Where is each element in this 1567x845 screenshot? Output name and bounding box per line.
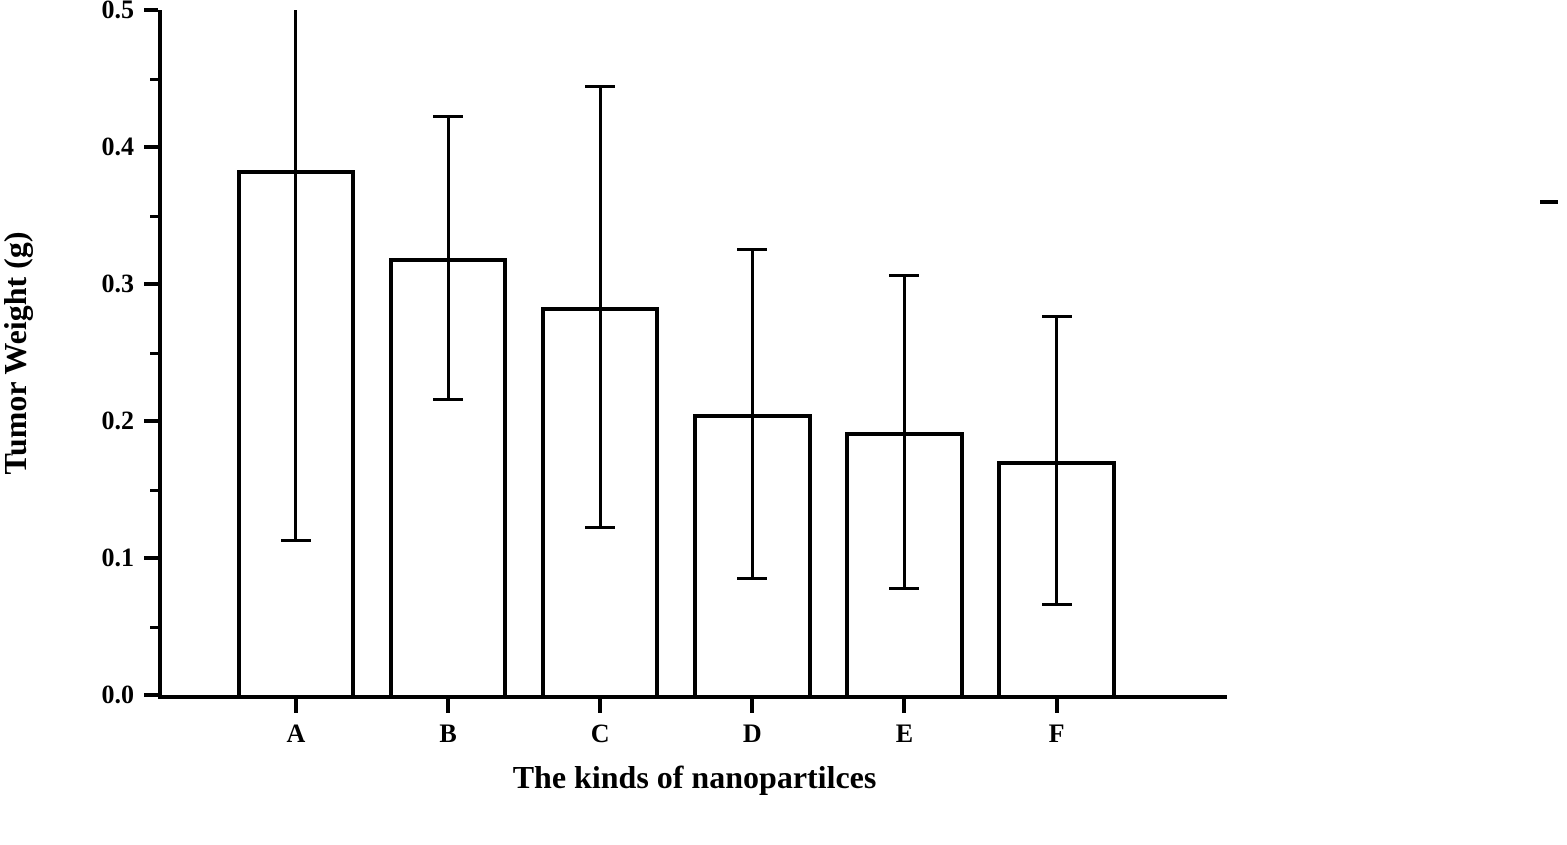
y-tick-major (144, 8, 158, 12)
errorbar-line (294, 10, 297, 540)
x-tick-label: E (896, 719, 913, 749)
errorbar-line (447, 117, 450, 399)
y-tick-label: 0.0 (0, 680, 134, 710)
x-tick-label: F (1049, 719, 1065, 749)
stray-mark (1540, 200, 1558, 204)
x-tick-label: C (591, 719, 610, 749)
x-tick-major (902, 699, 906, 713)
y-tick-major (144, 693, 158, 697)
y-tick-minor (150, 626, 158, 629)
errorbar-cap-upper (585, 85, 615, 88)
x-tick-major (446, 699, 450, 713)
y-tick-minor (150, 78, 158, 81)
errorbar-cap-lower (433, 398, 463, 401)
y-tick-major (144, 419, 158, 423)
errorbar-cap-lower (889, 587, 919, 590)
errorbar-line (903, 276, 906, 588)
y-tick-label: 0.4 (0, 132, 134, 162)
errorbar-line (1055, 317, 1058, 605)
x-tick-major (294, 699, 298, 713)
errorbar-line (599, 87, 602, 528)
y-axis-title: Tumor Weight (g) (0, 231, 34, 474)
errorbar-cap-lower (1042, 603, 1072, 606)
errorbar-cap-upper (889, 274, 919, 277)
x-tick-major (1055, 699, 1059, 713)
errorbar-cap-lower (737, 577, 767, 580)
x-tick-label: A (286, 719, 305, 749)
y-tick-major (144, 282, 158, 286)
y-tick-label: 0.5 (0, 0, 134, 25)
errorbar-cap-lower (585, 526, 615, 529)
x-axis-line (158, 695, 1227, 699)
x-tick-major (750, 699, 754, 713)
x-tick-label: B (439, 719, 456, 749)
y-tick-major (144, 145, 158, 149)
errorbar-cap-lower (281, 539, 311, 542)
y-tick-minor (150, 489, 158, 492)
x-axis-title: The kinds of nanopartilces (513, 759, 877, 796)
errorbar-line (751, 250, 754, 579)
y-tick-minor (150, 352, 158, 355)
x-tick-major (598, 699, 602, 713)
y-tick-label: 0.1 (0, 543, 134, 573)
chart-container: 0.00.10.20.30.40.5ABCDEFTumor Weight (g)… (0, 0, 1567, 845)
y-tick-minor (150, 215, 158, 218)
y-axis-line (158, 10, 162, 699)
errorbar-cap-upper (737, 248, 767, 251)
x-tick-label: D (743, 719, 762, 749)
y-tick-major (144, 556, 158, 560)
errorbar-cap-upper (1042, 315, 1072, 318)
errorbar-cap-upper (433, 115, 463, 118)
